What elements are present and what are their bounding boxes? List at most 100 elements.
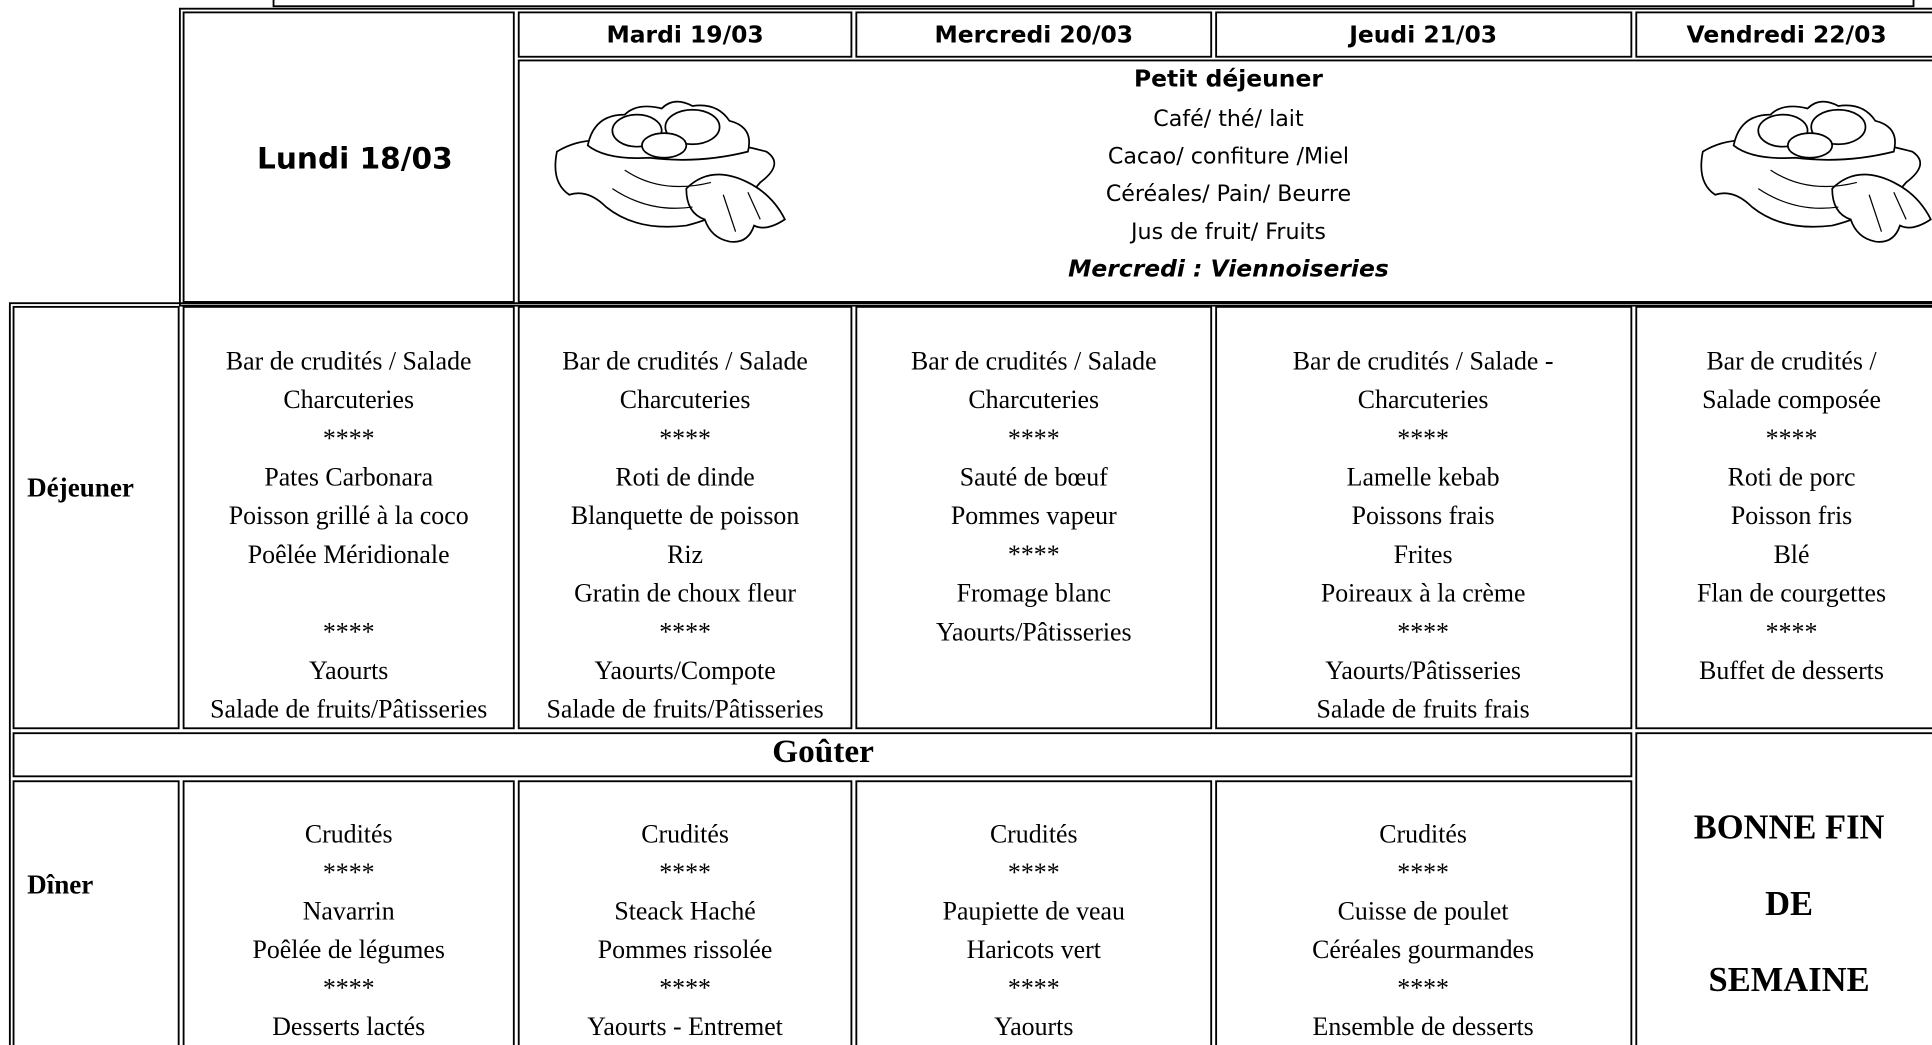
row-label: Déjeuner: [27, 473, 134, 503]
menu-item: ****: [1008, 540, 1060, 569]
menu-item: Lamelle kebab: [1347, 463, 1500, 492]
menu-item: Poireaux à la crème: [1321, 579, 1526, 608]
menu-item: Charcuteries: [620, 385, 751, 414]
menu-item: Crudités: [641, 820, 729, 849]
menu-item: Sauté de bœuf: [960, 463, 1108, 492]
menu-item: Charcuteries: [1358, 385, 1489, 414]
menu-item: Steack Haché: [614, 897, 755, 926]
label-cell: [12, 780, 180, 1045]
dinner-cell: [517, 780, 853, 1045]
menu-item: ****: [659, 858, 711, 887]
lunch-cell: [182, 305, 515, 730]
menu-item: Bar de crudités /: [1706, 346, 1877, 375]
menu-item: Poêlée de légumes: [252, 935, 444, 964]
menu-item: Poêlée Méridionale: [248, 540, 450, 569]
label-cell: [12, 305, 180, 730]
menu-item: ****: [1008, 973, 1060, 1002]
menu-item: Crudités: [305, 820, 393, 849]
menu-item: Cuisse de poulet: [1338, 897, 1510, 926]
menu-item: ****: [659, 973, 711, 1002]
lunch-cell: [517, 305, 853, 730]
menu-item: Salade de fruits/Pâtisseries: [210, 695, 487, 724]
menu-item: Bar de crudités / Salade: [911, 346, 1157, 375]
weekend-message: SEMAINE: [1709, 961, 1870, 999]
breakfast-cell: [517, 59, 1932, 303]
menu-item: Navarrin: [303, 897, 395, 926]
menu-item: Charcuteries: [968, 385, 1099, 414]
top-box: [272, 0, 1915, 8]
dinner-cell: [1215, 780, 1633, 1045]
menu-item: ****: [659, 617, 711, 646]
menu-item: Ensemble de desserts: [1313, 1012, 1534, 1041]
menu-item: Yaourts: [309, 656, 388, 685]
menu-item: Roti de dinde: [615, 463, 754, 492]
corner-cell: [182, 11, 515, 303]
menu-item: Céréales gourmandes: [1312, 935, 1534, 964]
corner-day: Lundi 18/03: [257, 142, 453, 176]
menu-item: ****: [1397, 973, 1449, 1002]
menu-item: Fromage blanc: [957, 579, 1111, 608]
menu-item: ****: [1766, 617, 1818, 646]
menu-item: ****: [323, 973, 375, 1002]
day-cell: [1635, 11, 1932, 58]
breakfast-note: Mercredi : Viennoiseries: [1068, 254, 1389, 282]
menu-item: Yaourts - Entremet: [587, 1012, 783, 1041]
weekend-message: BONNE FIN: [1694, 808, 1885, 846]
menu-item: Salade de fruits frais: [1316, 695, 1529, 724]
menu-item: ****: [659, 424, 711, 453]
menu-item: Blanquette de poisson: [571, 501, 799, 530]
lunch-cell: [1635, 305, 1932, 730]
menu-item: Frites: [1394, 540, 1453, 569]
lunch-cell: [1215, 305, 1633, 730]
menu-item: Pates Carbonara: [264, 463, 433, 492]
menu-item: Yaourts/Pâtisseries: [1325, 656, 1521, 685]
day-cell: [517, 11, 853, 58]
menu-item: Bar de crudités / Salade: [226, 346, 472, 375]
menu-item: ****: [1008, 424, 1060, 453]
breakfast-item: Céréales/ Pain/ Beurre: [1106, 181, 1351, 207]
menu-item: Riz: [667, 540, 703, 569]
menu-item: Pommes vapeur: [951, 501, 1117, 530]
snack-label: Goûter: [772, 733, 874, 770]
day-header: Jeudi 21/03: [1347, 20, 1497, 48]
menu-item: Poisson fris: [1731, 501, 1852, 530]
menu-item: Yaourts/Compote: [594, 656, 775, 685]
menu-item: Haricots vert: [967, 935, 1102, 964]
dinner-cell: [855, 780, 1213, 1045]
lunch-cell: [855, 305, 1213, 730]
breakfast-item: Jus de fruit/ Fruits: [1129, 219, 1326, 245]
menu-item: ****: [1397, 858, 1449, 887]
table-cells: [8, 7, 1932, 1045]
menu-item: Blé: [1774, 540, 1810, 569]
menu-item: Desserts lactés: [272, 1012, 425, 1041]
weekend-cell: [1635, 732, 1932, 1045]
day-cell: [1215, 11, 1633, 58]
menu-item: Yaourts: [994, 1012, 1073, 1041]
menu-item: Gratin de choux fleur: [574, 579, 796, 608]
croissant-drawing: [1700, 100, 1932, 243]
menu-item: Poisson grillé à la coco: [229, 501, 469, 530]
header-outer: [178, 7, 1932, 307]
menu-item: Flan de courgettes: [1697, 579, 1886, 608]
menu-item: ****: [323, 858, 375, 887]
menu-item: Crudités: [990, 820, 1078, 849]
menu-item: ****: [1008, 858, 1060, 887]
menu-item: Bar de crudités / Salade: [562, 346, 808, 375]
breakfast-item: Café/ thé/ lait: [1153, 106, 1304, 132]
menu-item: Yaourts/Pâtisseries: [936, 617, 1132, 646]
breakfast-item: Cacao/ confiture /Miel: [1108, 144, 1349, 170]
row-label: Dîner: [27, 869, 93, 899]
snack-cell: [12, 732, 1633, 778]
menu-item: Poissons frais: [1352, 501, 1495, 530]
weekend-message: DE: [1765, 885, 1813, 923]
menu-item: Buffet de desserts: [1699, 656, 1884, 685]
day-cell: [855, 11, 1213, 58]
menu-item: ****: [1766, 424, 1818, 453]
menu-item: Bar de crudités / Salade -: [1293, 346, 1554, 375]
menu-item: Pommes rissolée: [598, 935, 773, 964]
menu-item: Crudités: [1379, 820, 1467, 849]
menu-item: ****: [323, 424, 375, 453]
day-header: Vendredi 22/03: [1687, 20, 1887, 48]
day-header: Mercredi 20/03: [934, 20, 1133, 48]
